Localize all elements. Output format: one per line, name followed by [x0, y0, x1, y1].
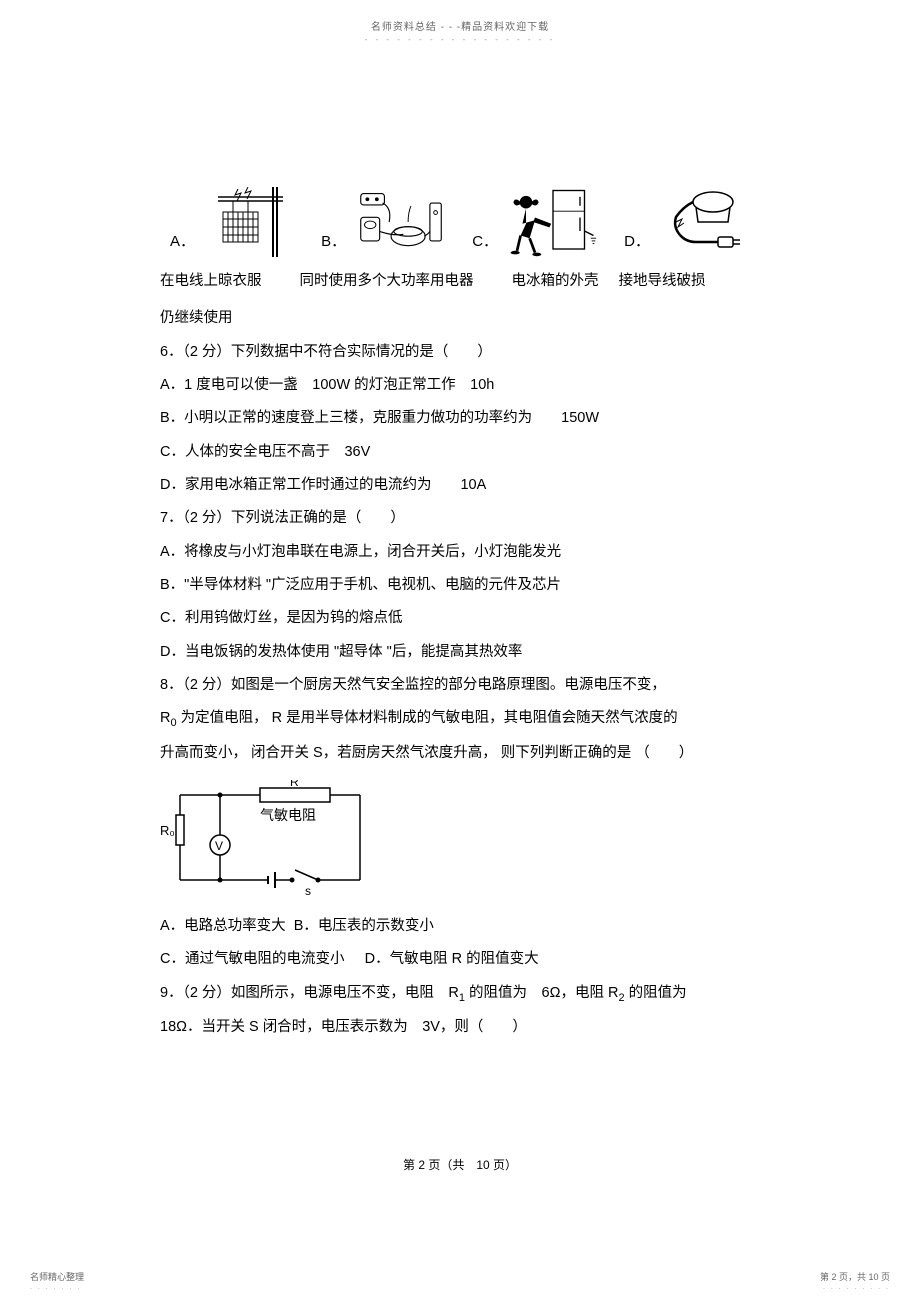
- illus-c-label: C．: [472, 225, 498, 260]
- header-dots: - - - - - - - - - - - - - - - - - -: [0, 35, 920, 44]
- q8-options-cd: C．通过气敏电阻的电流变小 D．气敏电阻 R 的阻值变大: [160, 943, 760, 976]
- illus-a-image: [205, 184, 295, 259]
- q8-line2: R0 为定值电阻， R 是用半导体材料制成的气敏电阻，其电阻值会随天然气浓度的: [160, 702, 760, 736]
- q9-line2: 18Ω．当开关 S 闭合时，电压表示数为 3V，则（ ）: [160, 1011, 760, 1044]
- caption-b: 同时使用多个大功率用电器: [300, 265, 474, 298]
- q8-c: C．通过气敏电阻的电流变小: [160, 951, 344, 967]
- q6-d: D．家用电冰箱正常工作时通过的电流约为 10A: [160, 469, 760, 502]
- page-header: 名师资料总结 - - -精品资料欢迎下载: [0, 0, 920, 33]
- q5-caption-line2: 仍继续使用: [160, 302, 760, 335]
- q7-d: D．当电饭锅的发热体使用 "超导体 "后，能提高其热效率: [160, 636, 760, 669]
- illus-d: D．: [624, 184, 750, 259]
- q6-stem: 6．（2 分）下列数据中不符合实际情况的是（ ）: [160, 336, 760, 369]
- q8-line3: 升高而变小， 闭合开关 S，若厨房天然气浓度升高， 则下列判断正确的是 （ ）: [160, 737, 760, 770]
- voltmeter-label: V: [215, 839, 223, 853]
- illus-b-image: [356, 184, 446, 259]
- caption-c: 电冰箱的外壳: [512, 265, 599, 298]
- q5-captions: 在电线上晾衣服 同时使用多个大功率用电器 电冰箱的外壳 接地导线破损: [160, 265, 760, 298]
- q8-options-ab: A．电路总功率变大 B．电压表的示数变小: [160, 910, 760, 943]
- caption-a: 在电线上晾衣服: [160, 265, 262, 298]
- illus-d-image: [660, 184, 750, 259]
- q8-d: D．气敏电阻 R 的阻值变大: [365, 951, 539, 967]
- q6-a: A．1 度电可以使一盏 100W 的灯泡正常工作 10h: [160, 369, 760, 402]
- q8-r0-pre: R: [160, 710, 170, 726]
- r-label: R: [290, 780, 299, 789]
- illus-b-label: B．: [321, 225, 346, 260]
- q5-illustrations: A． B．: [160, 184, 760, 259]
- q7-stem: 7．（2 分）下列说法正确的是（ ）: [160, 502, 760, 535]
- q7-a: A．将橡皮与小灯泡串联在电源上，闭合开关后，小灯泡能发光: [160, 536, 760, 569]
- r0-label: R₀: [160, 823, 175, 838]
- illus-c-image: [508, 184, 598, 259]
- page-footer-center: 第 2 页（共 10 页）: [0, 1156, 920, 1173]
- q7-c: C．利用钨做灯丝，是因为钨的熔点低: [160, 602, 760, 635]
- footer-bottom-right: 第 2 页，共 10 页: [820, 1270, 890, 1283]
- q7-b: B．"半导体材料 "广泛应用于手机、电视机、电脑的元件及芯片: [160, 569, 760, 602]
- illus-b: B．: [321, 184, 446, 259]
- q8-line2-post: 为定值电阻， R 是用半导体材料制成的气敏电阻，其电阻值会随天然气浓度的: [177, 710, 678, 726]
- q6-c: C．人体的安全电压不高于 36V: [160, 436, 760, 469]
- q9-line1-mid: 的阻值为 6Ω，电阻 R: [465, 985, 618, 1001]
- page-content: A． B．: [0, 44, 920, 1044]
- q8-circuit-diagram: R₀ V R 气敏电阻 s: [160, 780, 760, 900]
- q9-line1-pre: 9．（2 分）如图所示，电源电压不变，电阻 R: [160, 985, 459, 1001]
- q9-line1: 9．（2 分）如图所示，电源电压不变，电阻 R1 的阻值为 6Ω，电阻 R2 的…: [160, 977, 760, 1011]
- illus-a-label: A．: [170, 225, 195, 260]
- q8-b: B．电压表的示数变小: [294, 918, 434, 934]
- q6-b: B．小明以正常的速度登上三楼，克服重力做功的功率约为 150W: [160, 402, 760, 435]
- footer-bottom-left-dots: . . . . . . .: [30, 1284, 81, 1291]
- q9-line1-post: 的阻值为: [625, 985, 687, 1001]
- q8-a: A．电路总功率变大: [160, 918, 286, 934]
- illus-d-label: D．: [624, 225, 650, 260]
- header-title: 名师资料总结 - - -精品资料欢迎下载: [371, 22, 549, 33]
- r-text: 气敏电阻: [260, 807, 316, 823]
- illus-a: A．: [170, 184, 295, 259]
- caption-d: 接地导线破损: [619, 265, 706, 298]
- q8-line1: 8．（2 分）如图是一个厨房天然气安全监控的部分电路原理图。电源电压不变，: [160, 669, 760, 702]
- footer-bottom-right-dots: . . . . . . . . .: [823, 1284, 890, 1291]
- footer-bottom-left: 名师精心整理: [30, 1270, 84, 1283]
- switch-label: s: [305, 884, 311, 898]
- illus-c: C．: [472, 184, 598, 259]
